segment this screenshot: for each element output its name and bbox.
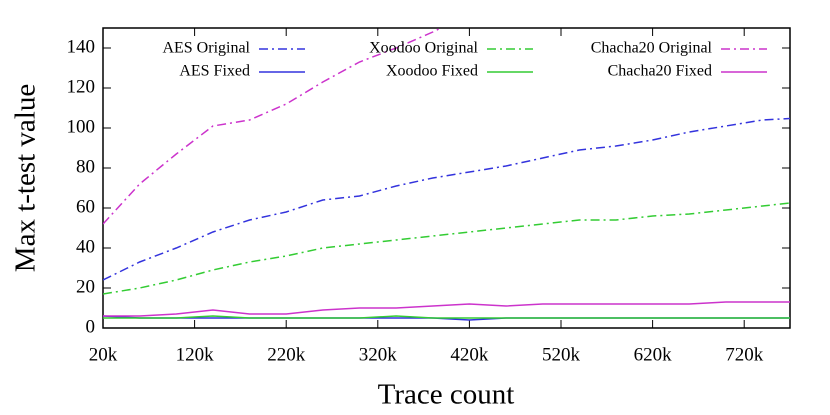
y-axis-title: Max t-test value: [10, 84, 42, 272]
plot-frame: [102, 27, 791, 329]
x-axis-title: Trace count: [378, 379, 515, 411]
legend-text: Chacha20 Fixed: [608, 63, 712, 80]
legend-text: AES Original: [162, 40, 250, 57]
x-tick-label: 620k: [634, 344, 673, 365]
x-tick-label: 20k: [89, 344, 118, 365]
plot-area: [103, 28, 790, 321]
y-tick-label: 20: [76, 276, 95, 297]
y-tick-label: 80: [76, 156, 95, 177]
legend-text: Xoodoo Fixed: [386, 63, 478, 80]
series-line: [103, 202, 790, 295]
y-tick-label: 100: [67, 116, 96, 137]
series-line: [103, 117, 790, 281]
x-tick-label: 720k: [725, 344, 764, 365]
series-line: [103, 315, 790, 319]
legend-text: Chacha20 Original: [591, 40, 713, 57]
y-tick-label: 60: [76, 196, 95, 217]
x-tick-label: 120k: [176, 344, 215, 365]
y-tick-label: 40: [76, 236, 95, 257]
y-tick-label: 120: [67, 76, 96, 97]
series-line: [103, 28, 443, 225]
x-tick-label: 320k: [359, 344, 398, 365]
y-tick-label: 140: [67, 36, 96, 57]
legend-text: Xoodoo Original: [369, 40, 478, 57]
x-tick-label: 520k: [542, 344, 581, 365]
y-tick-label: 0: [86, 316, 96, 337]
x-tick-label: 220k: [267, 344, 306, 365]
x-tick-label: 420k: [450, 344, 489, 365]
series-line: [103, 301, 790, 317]
legend-text: AES Fixed: [179, 63, 250, 80]
